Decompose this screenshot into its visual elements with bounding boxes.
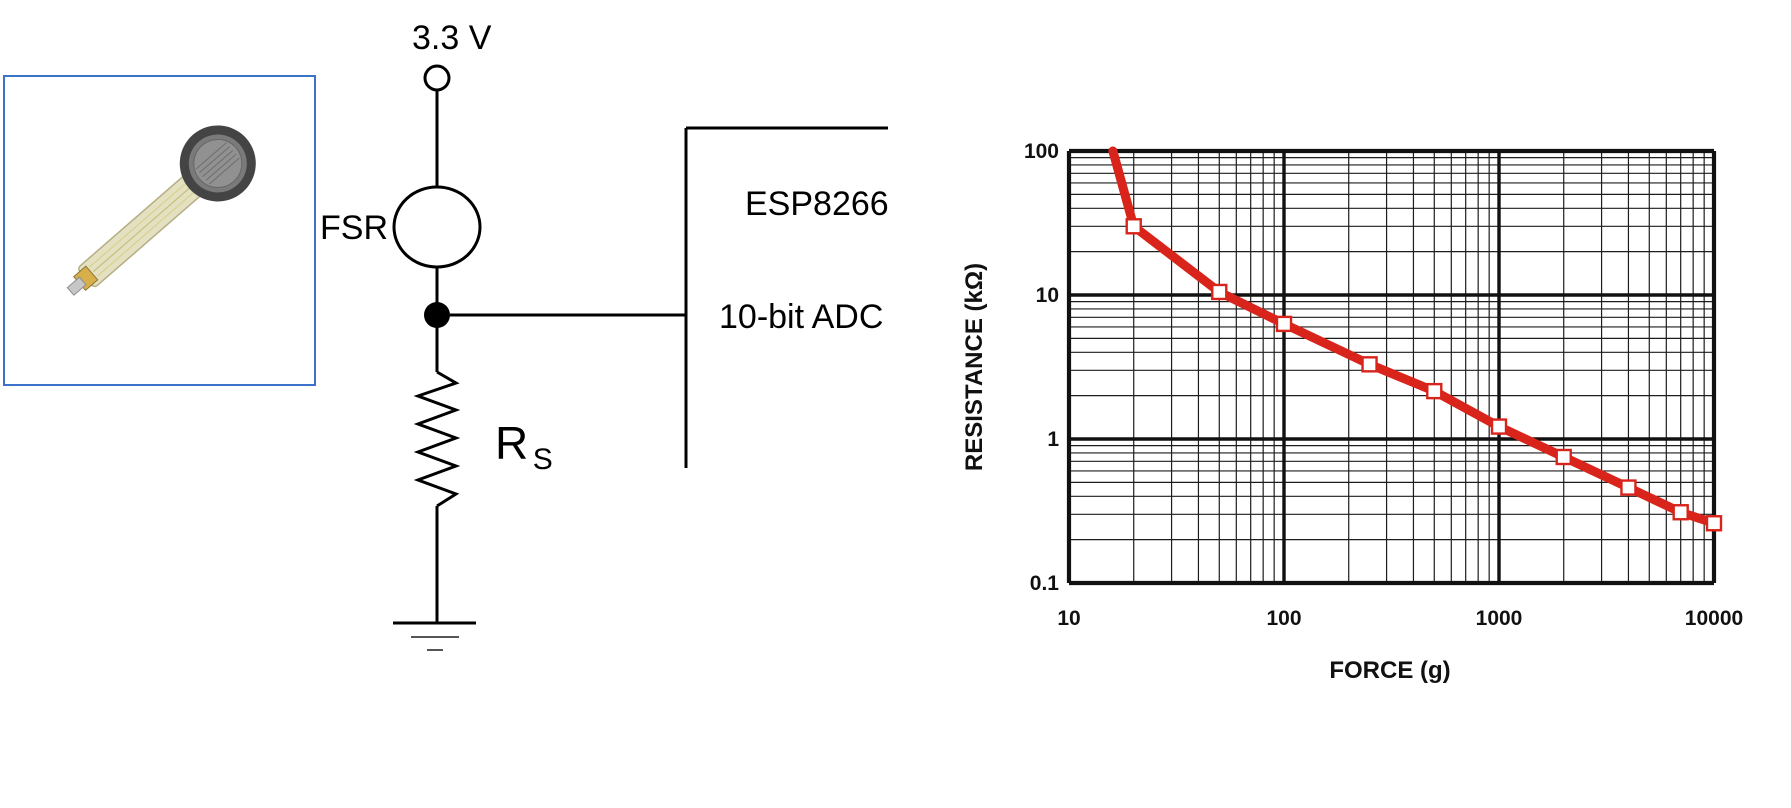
data-point-marker <box>1277 317 1291 331</box>
supply-terminal-icon <box>425 66 449 90</box>
fsr-symbol <box>394 187 480 267</box>
resistor-label-sub: S <box>533 443 553 476</box>
x-tick-label: 10000 <box>1685 607 1743 630</box>
y-tick-label: 0.1 <box>1030 572 1060 595</box>
data-point-marker <box>1212 285 1226 299</box>
data-point-marker <box>1557 450 1571 464</box>
y-tick-label: 1 <box>1047 428 1059 451</box>
mcu-name: ESP8266 <box>745 185 889 223</box>
ground-icon <box>393 623 476 650</box>
data-point-marker <box>1363 357 1377 371</box>
resistance-vs-force-chart: 10 100 1000 10000 100 10 1 0.1 FORCE (g) RESIST… <box>961 140 1743 684</box>
adc-label: 10-bit ADC <box>719 298 883 336</box>
y-axis-label: RESISTANCE (kΩ) <box>961 263 988 471</box>
data-point-marker <box>1621 481 1635 495</box>
data-point-marker <box>1674 505 1688 519</box>
data-point-marker <box>1492 420 1506 434</box>
resistor-label: R S <box>495 417 553 476</box>
resistor-symbol <box>418 372 456 506</box>
data-point-marker <box>1707 516 1721 530</box>
x-tick-label: 100 <box>1266 607 1301 630</box>
mcu-text-clip: ESP8266 10-bit ADC <box>719 185 889 336</box>
y-tick-label: 100 <box>1024 140 1059 163</box>
fsr-label: FSR <box>320 209 388 247</box>
y-tick-label: 10 <box>1036 284 1059 307</box>
voltage-divider-circuit: 3.3 V FSR R S ESP8266 10-bit ADC <box>320 19 889 650</box>
x-tick-label: 1000 <box>1476 607 1523 630</box>
supply-voltage-label: 3.3 V <box>412 19 492 57</box>
data-point-marker <box>1127 219 1141 233</box>
x-tick-label: 10 <box>1057 607 1080 630</box>
fsr-photo-panel <box>4 76 315 385</box>
data-point-marker <box>1427 384 1441 398</box>
resistor-label-main: R <box>495 417 528 469</box>
x-axis-label: FORCE (g) <box>1329 657 1450 684</box>
plot-background <box>1069 151 1714 583</box>
